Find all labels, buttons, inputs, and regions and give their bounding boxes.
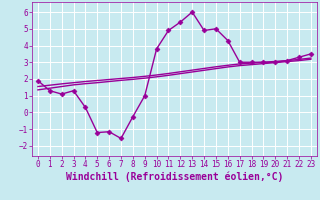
X-axis label: Windchill (Refroidissement éolien,°C): Windchill (Refroidissement éolien,°C) — [66, 172, 283, 182]
